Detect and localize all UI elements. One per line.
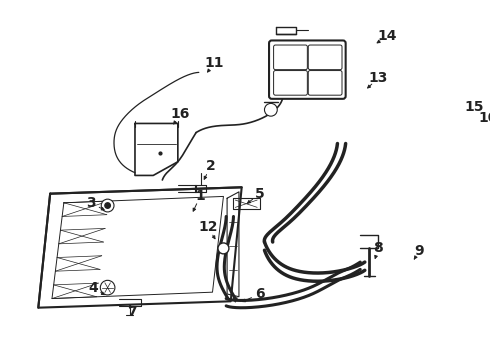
Circle shape <box>100 280 115 295</box>
Text: 10: 10 <box>478 111 490 125</box>
Text: 1: 1 <box>196 189 205 203</box>
Text: 16: 16 <box>171 107 190 121</box>
Circle shape <box>218 243 229 254</box>
Circle shape <box>265 103 277 116</box>
Text: 7: 7 <box>127 305 137 319</box>
Text: 15: 15 <box>465 100 484 114</box>
Text: 2: 2 <box>206 159 216 173</box>
Circle shape <box>105 203 110 208</box>
FancyBboxPatch shape <box>273 45 307 69</box>
Text: 4: 4 <box>88 280 98 294</box>
FancyBboxPatch shape <box>308 45 342 69</box>
Text: 9: 9 <box>415 244 424 258</box>
Text: 6: 6 <box>255 287 265 301</box>
Text: 12: 12 <box>198 220 218 234</box>
FancyBboxPatch shape <box>273 71 307 95</box>
Text: 11: 11 <box>204 56 224 70</box>
Text: 3: 3 <box>86 196 96 210</box>
FancyBboxPatch shape <box>308 71 342 95</box>
Circle shape <box>101 199 114 212</box>
Text: 14: 14 <box>378 29 397 43</box>
Text: 5: 5 <box>255 187 265 201</box>
Text: 8: 8 <box>373 242 383 255</box>
FancyBboxPatch shape <box>269 40 345 99</box>
Text: 13: 13 <box>369 71 388 85</box>
